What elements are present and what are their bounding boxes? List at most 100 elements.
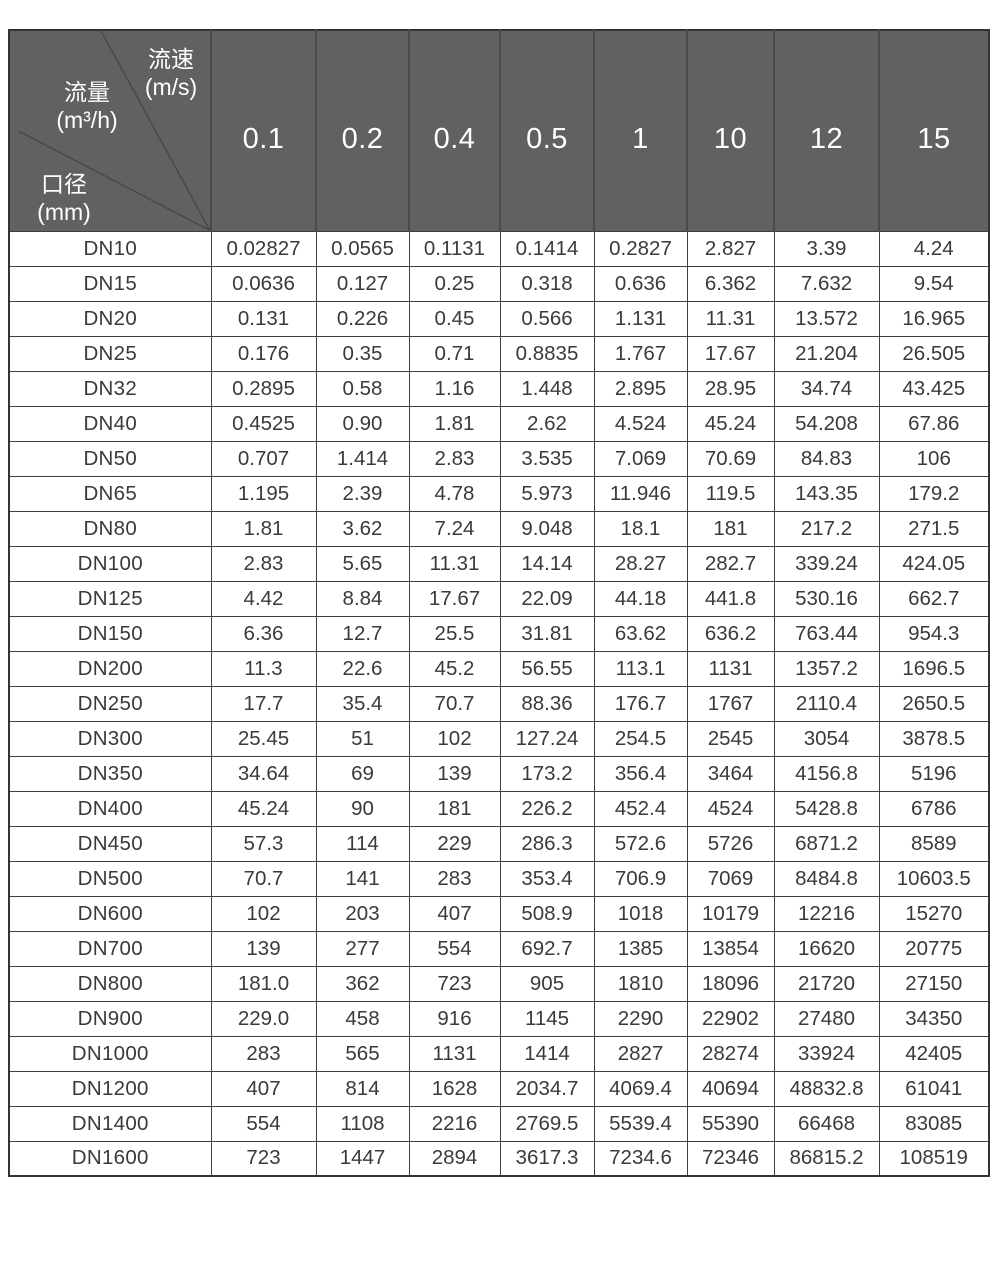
- flow-value-cell: 530.16: [773, 580, 880, 617]
- flow-value-cell: 1357.2: [773, 650, 880, 687]
- flow-value-cell: 706.9: [593, 860, 688, 897]
- flow-value-cell: 554: [408, 930, 501, 967]
- flow-value-cell: 173.2: [499, 755, 595, 792]
- flow-value-cell: 339.24: [773, 545, 880, 582]
- flow-value-cell: 10603.5: [878, 860, 990, 897]
- flow-value-cell: 203: [315, 895, 410, 932]
- flow-value-cell: 34.64: [210, 755, 317, 792]
- flow-value-cell: 0.2895: [210, 370, 317, 407]
- flow-value-cell: 1.448: [499, 370, 595, 407]
- table-row: DN350 34.64 69 139 173.2 356.4 3464 4156.8 5196: [8, 755, 990, 792]
- flow-value-cell: 7234.6: [593, 1140, 688, 1177]
- flow-value-cell: 72346: [686, 1140, 775, 1177]
- velocity-column-header: 15: [879, 30, 989, 231]
- flow-value-cell: 0.566: [499, 300, 595, 337]
- flow-value-cell: 0.02827: [210, 230, 317, 267]
- table-row: DN1200 407 814 1628 2034.7 4069.4 40694 48832.8…: [8, 1070, 990, 1107]
- flow-value-cell: 51: [315, 720, 410, 757]
- flow-value-cell: 1385: [593, 930, 688, 967]
- table-row: DN450 57.3 114 229 286.3 572.6 5726 6871.2 8589: [8, 825, 990, 862]
- flow-value-cell: 3.39: [773, 230, 880, 267]
- flow-value-cell: 0.90: [315, 405, 410, 442]
- flow-value-cell: 34.74: [773, 370, 880, 407]
- flow-value-cell: 0.636: [593, 265, 688, 302]
- header-row: 流速 (m/s) 流量 (m³/h) 口径 (mm) 0.1 0.2 0.4 0.5 1…: [9, 30, 989, 231]
- flow-value-cell: 5.65: [315, 545, 410, 582]
- flow-value-cell: 7.24: [408, 510, 501, 547]
- flow-value-cell: 254.5: [593, 720, 688, 757]
- diameter-axis-label: 口径 (mm): [18, 170, 110, 226]
- flow-value-cell: 1.81: [408, 405, 501, 442]
- flow-value-cell: 33924: [773, 1035, 880, 1072]
- diameter-cell: DN125: [8, 580, 212, 617]
- flow-value-cell: 0.0565: [315, 230, 410, 267]
- velocity-column-header: 12: [774, 30, 880, 231]
- flow-value-cell: 226.2: [499, 790, 595, 827]
- diameter-cell: DN25: [8, 335, 212, 372]
- diameter-cell: DN50: [8, 440, 212, 477]
- flow-value-cell: 67.86: [878, 405, 990, 442]
- flow-value-cell: 0.226: [315, 300, 410, 337]
- flow-value-cell: 8.84: [315, 580, 410, 617]
- flow-value-cell: 181: [686, 510, 775, 547]
- flow-value-cell: 28274: [686, 1035, 775, 1072]
- flow-value-cell: 34350: [878, 1000, 990, 1037]
- table-row: DN500 70.7 141 283 353.4 706.9 7069 8484.8 10603…: [8, 860, 990, 897]
- flow-value-cell: 0.8835: [499, 335, 595, 372]
- flow-value-cell: 9.54: [878, 265, 990, 302]
- table-row: DN1000 283 565 1131 1414 2827 28274 33924 42405: [8, 1035, 990, 1072]
- flow-value-cell: 4.42: [210, 580, 317, 617]
- flow-value-cell: 86815.2: [773, 1140, 880, 1177]
- flow-value-cell: 11.946: [593, 475, 688, 512]
- flow-value-cell: 4.78: [408, 475, 501, 512]
- velocity-column-header: 0.1: [211, 30, 317, 231]
- flow-value-cell: 3.62: [315, 510, 410, 547]
- flow-value-cell: 26.505: [878, 335, 990, 372]
- flow-value-cell: 55390: [686, 1105, 775, 1142]
- flow-value-cell: 565: [315, 1035, 410, 1072]
- flow-value-cell: 20775: [878, 930, 990, 967]
- velocity-value: 0.5: [526, 123, 568, 156]
- flow-value-cell: 113.1: [593, 650, 688, 687]
- flow-value-cell: 45.24: [686, 405, 775, 442]
- flow-value-cell: 362: [315, 965, 410, 1002]
- table-row: DN150 6.36 12.7 25.5 31.81 63.62 636.2 763.44 95…: [8, 615, 990, 652]
- flow-value-cell: 905: [499, 965, 595, 1002]
- flow-value-cell: 0.318: [499, 265, 595, 302]
- table-row: DN80 1.81 3.62 7.24 9.048 18.1 181 217.2 271.5: [8, 510, 990, 547]
- flow-value-cell: 954.3: [878, 615, 990, 652]
- flow-value-cell: 1767: [686, 685, 775, 722]
- flow-value-cell: 43.425: [878, 370, 990, 407]
- flow-value-cell: 407: [210, 1070, 317, 1107]
- flow-value-cell: 282.7: [686, 545, 775, 582]
- flow-value-cell: 2290: [593, 1000, 688, 1037]
- flow-value-cell: 3.535: [499, 440, 595, 477]
- table-row: DN200 11.3 22.6 45.2 56.55 113.1 1131 1357.2 169…: [8, 650, 990, 687]
- diameter-cell: DN600: [8, 895, 212, 932]
- diameter-cell: DN1400: [8, 1105, 212, 1142]
- flow-value-cell: 18096: [686, 965, 775, 1002]
- diameter-cell: DN450: [8, 825, 212, 862]
- table-row: DN15 0.0636 0.127 0.25 0.318 0.636 6.362 7.632 9…: [8, 265, 990, 302]
- table-row: DN400 45.24 90 181 226.2 452.4 4524 5428.8 6786: [8, 790, 990, 827]
- flow-value-cell: 18.1: [593, 510, 688, 547]
- flow-value-cell: 5196: [878, 755, 990, 792]
- flow-value-cell: 0.4525: [210, 405, 317, 442]
- flow-value-cell: 3617.3: [499, 1140, 595, 1177]
- flow-value-cell: 4156.8: [773, 755, 880, 792]
- flow-value-cell: 1.16: [408, 370, 501, 407]
- flow-value-cell: 554: [210, 1105, 317, 1142]
- flow-value-cell: 1018: [593, 895, 688, 932]
- flow-value-cell: 2.83: [210, 545, 317, 582]
- flow-value-cell: 229: [408, 825, 501, 862]
- diameter-cell: DN40: [8, 405, 212, 442]
- diameter-unit-text: (mm): [37, 199, 91, 225]
- flow-value-cell: 1447: [315, 1140, 410, 1177]
- flow-value-cell: 27150: [878, 965, 990, 1002]
- flow-value-cell: 69: [315, 755, 410, 792]
- flow-axis-label: 流量 (m³/h): [41, 78, 133, 134]
- flow-value-cell: 44.18: [593, 580, 688, 617]
- flow-value-cell: 229.0: [210, 1000, 317, 1037]
- flow-value-cell: 139: [210, 930, 317, 967]
